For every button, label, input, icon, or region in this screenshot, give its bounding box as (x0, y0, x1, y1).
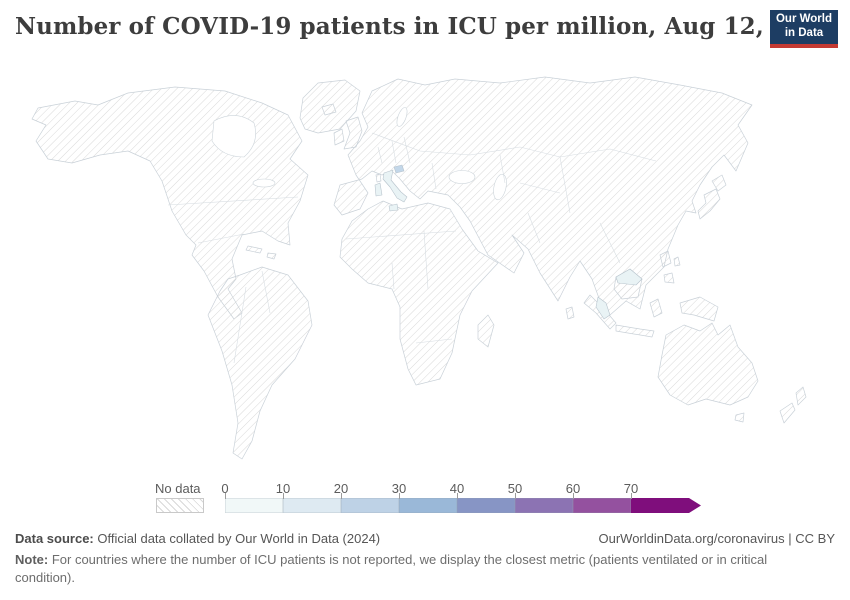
country-italy-sicily (388, 203, 399, 212)
legend-tick: 70 (623, 481, 639, 496)
no-data-swatch (156, 498, 204, 513)
landmass-new-guinea (679, 296, 719, 322)
legend-tick-mark (399, 493, 400, 499)
legend-segment-70-plus-arrow (631, 498, 701, 513)
country-slovenia (393, 164, 405, 174)
legend-tick-mark (457, 493, 458, 499)
legend-tick-mark (631, 493, 632, 499)
landmass-madagascar (477, 314, 495, 348)
data-source-text: Data source: Official data collated by O… (15, 531, 381, 546)
landmass-java (615, 324, 655, 338)
legend-segment-10-20 (283, 498, 341, 513)
caspian-sea (493, 173, 507, 201)
owid-logo-line1: Our World (775, 13, 832, 26)
legend-segment-40-50 (457, 498, 515, 513)
country-italy-mainland (382, 169, 408, 203)
landmass-iceland (321, 103, 337, 116)
legend-tick-mark (341, 493, 342, 499)
data-source-label: Data source: (15, 531, 94, 546)
landmass-new-zealand-south (779, 402, 796, 424)
legend-tick-mark (225, 493, 226, 499)
legend-tick-mark (573, 493, 574, 499)
landmass-cuba (245, 245, 263, 254)
footer-note: Note: For countries where the number of … (15, 552, 768, 586)
legend-segment-0-10 (225, 498, 283, 513)
legend-segment-60-70 (573, 498, 631, 513)
note-label: Note: (15, 552, 49, 567)
landmass-sri-lanka (565, 306, 575, 320)
legend-tick: 0 (221, 481, 229, 496)
great-lakes (252, 178, 276, 188)
landmass-sulawesi (649, 298, 663, 318)
legend-segment-30-40 (399, 498, 457, 513)
baltic-sea (396, 107, 408, 127)
page-title: Number of COVID-19 patients in ICU per m… (15, 13, 837, 40)
credit-link-text: OurWorldinData.org/coronavirus | CC BY (598, 531, 835, 546)
landmass-hispaniola (266, 252, 277, 260)
landmass-britain (343, 116, 363, 150)
country-borders (167, 132, 657, 364)
legend-tick: 30 (391, 481, 407, 496)
legend-segment-20-30 (341, 498, 399, 513)
footer-source-row: Data source: Official data collated by O… (15, 531, 835, 546)
owid-logo: Our World in Data (770, 10, 838, 48)
country-malaysia-borneo (615, 268, 643, 286)
legend-tick: 60 (565, 481, 581, 496)
country-malaysia-peninsular (595, 296, 611, 320)
landmass-australia (657, 322, 759, 406)
no-data-label: No data (155, 481, 201, 496)
country-malaysia (595, 268, 643, 320)
legend-tick: 50 (507, 481, 523, 496)
legend-tick-mark (515, 493, 516, 499)
landmass-honshu (697, 188, 721, 220)
landmass-taiwan (673, 256, 681, 267)
legend-tick: 10 (275, 481, 291, 496)
landmass-luzon (659, 250, 672, 268)
legend-segment-50-60 (515, 498, 573, 513)
legend-tick: 40 (449, 481, 465, 496)
landmass-hokkaido (711, 174, 727, 192)
landmass-ireland (333, 128, 345, 146)
landmass-africa (339, 200, 499, 386)
owid-logo-line2: in Data (784, 27, 824, 39)
world-map (31, 76, 807, 460)
landmass-south-america (207, 266, 313, 460)
country-italy-sardinia (374, 182, 383, 197)
country-italy (374, 169, 408, 212)
legend-tick-mark (283, 493, 284, 499)
legend-tick: 20 (333, 481, 349, 496)
black-sea (448, 170, 476, 184)
landmass-corsica (375, 173, 382, 183)
landmass-new-zealand-north (795, 386, 807, 406)
landmass-tasmania (734, 412, 745, 423)
legend-colorbar (225, 498, 701, 513)
hudson-bay (211, 115, 256, 158)
landmass-mindanao (663, 272, 675, 284)
